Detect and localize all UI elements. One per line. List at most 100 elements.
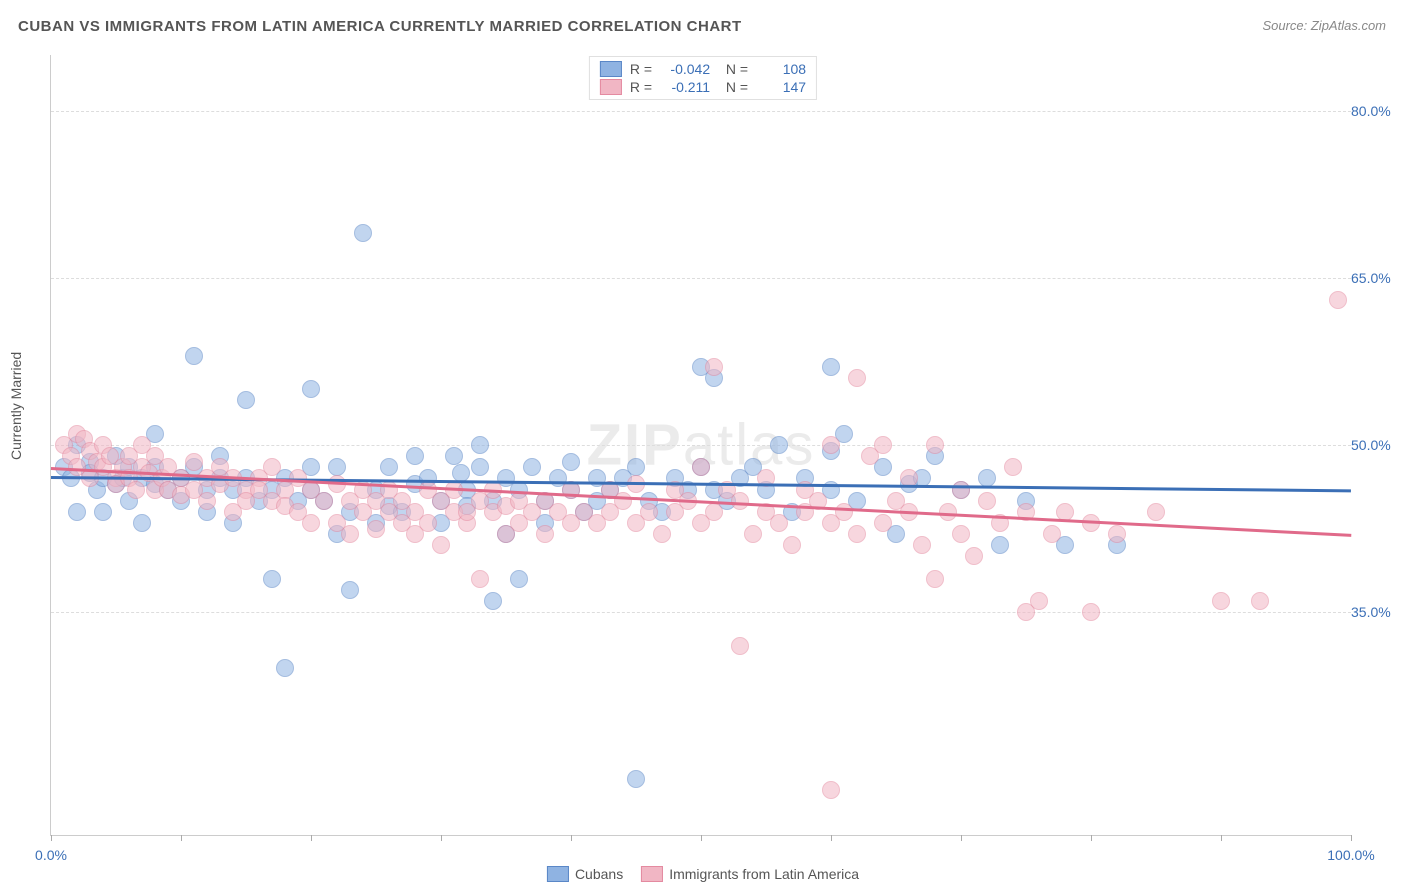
r-value-cubans: -0.042 <box>660 61 710 77</box>
plot-area: ZIPatlas 35.0%50.0%65.0%80.0%0.0%100.0% <box>50 55 1351 836</box>
gridline <box>51 278 1351 279</box>
data-point <box>848 525 866 543</box>
data-point <box>614 492 632 510</box>
y-tick-label: 50.0% <box>1351 437 1401 453</box>
data-point <box>315 492 333 510</box>
y-tick-label: 65.0% <box>1351 270 1401 286</box>
data-point <box>744 525 762 543</box>
data-point <box>1082 603 1100 621</box>
data-point <box>822 358 840 376</box>
data-point <box>419 514 437 532</box>
x-tick-label: 100.0% <box>1327 847 1374 863</box>
data-point <box>692 458 710 476</box>
n-label: N = <box>718 79 748 95</box>
n-value-latin: 147 <box>756 79 806 95</box>
data-point <box>354 224 372 242</box>
data-point <box>302 514 320 532</box>
x-tick <box>51 835 52 841</box>
y-axis-label: Currently Married <box>8 352 24 460</box>
swatch-latin-icon <box>641 866 663 882</box>
n-value-cubans: 108 <box>756 61 806 77</box>
data-point <box>471 458 489 476</box>
data-point <box>874 436 892 454</box>
x-tick <box>571 835 572 841</box>
x-tick <box>1221 835 1222 841</box>
data-point <box>1030 592 1048 610</box>
data-point <box>127 481 145 499</box>
data-point <box>1147 503 1165 521</box>
data-point <box>452 464 470 482</box>
data-point <box>185 453 203 471</box>
data-point <box>328 458 346 476</box>
data-point <box>445 447 463 465</box>
x-tick <box>1351 835 1352 841</box>
data-point <box>731 637 749 655</box>
data-point <box>406 447 424 465</box>
data-point <box>1212 592 1230 610</box>
data-point <box>1251 592 1269 610</box>
x-tick-label: 0.0% <box>35 847 67 863</box>
gridline <box>51 445 1351 446</box>
data-point <box>471 436 489 454</box>
r-label: R = <box>630 61 652 77</box>
swatch-cubans-icon <box>547 866 569 882</box>
data-point <box>1043 525 1061 543</box>
data-point <box>484 592 502 610</box>
r-value-latin: -0.211 <box>660 79 710 95</box>
data-point <box>263 570 281 588</box>
correlation-legend: R = -0.042 N = 108 R = -0.211 N = 147 <box>589 56 817 100</box>
data-point <box>133 514 151 532</box>
data-point <box>874 514 892 532</box>
data-point <box>783 536 801 554</box>
data-point <box>640 503 658 521</box>
data-point <box>705 358 723 376</box>
r-label: R = <box>630 79 652 95</box>
legend-label-latin: Immigrants from Latin America <box>669 866 859 882</box>
data-point <box>822 781 840 799</box>
x-tick <box>181 835 182 841</box>
data-point <box>432 536 450 554</box>
chart-title: CUBAN VS IMMIGRANTS FROM LATIN AMERICA C… <box>18 18 742 35</box>
data-point <box>627 770 645 788</box>
data-point <box>965 547 983 565</box>
data-point <box>978 492 996 510</box>
x-tick <box>961 835 962 841</box>
data-point <box>1329 291 1347 309</box>
data-point <box>822 436 840 454</box>
data-point <box>848 369 866 387</box>
x-tick <box>1091 835 1092 841</box>
chart-container: CUBAN VS IMMIGRANTS FROM LATIN AMERICA C… <box>0 0 1406 892</box>
gridline <box>51 612 1351 613</box>
source-label: Source: ZipAtlas.com <box>1262 18 1386 33</box>
data-point <box>536 525 554 543</box>
data-point <box>198 492 216 510</box>
data-point <box>94 503 112 521</box>
data-point <box>510 570 528 588</box>
swatch-latin <box>600 79 622 95</box>
data-point <box>731 492 749 510</box>
legend-row-cubans: R = -0.042 N = 108 <box>600 61 806 77</box>
data-point <box>341 525 359 543</box>
data-point <box>185 347 203 365</box>
data-point <box>705 503 723 521</box>
data-point <box>770 436 788 454</box>
swatch-cubans <box>600 61 622 77</box>
data-point <box>68 503 86 521</box>
data-point <box>523 458 541 476</box>
y-tick-label: 35.0% <box>1351 604 1401 620</box>
x-tick <box>441 835 442 841</box>
gridline <box>51 111 1351 112</box>
data-point <box>835 503 853 521</box>
data-point <box>926 436 944 454</box>
data-point <box>562 453 580 471</box>
data-point <box>991 536 1009 554</box>
data-point <box>263 458 281 476</box>
data-point <box>1108 525 1126 543</box>
series-legend: Cubans Immigrants from Latin America <box>547 866 859 882</box>
data-point <box>341 581 359 599</box>
data-point <box>913 536 931 554</box>
data-point <box>952 481 970 499</box>
data-point <box>367 520 385 538</box>
data-point <box>1004 458 1022 476</box>
y-tick-label: 80.0% <box>1351 103 1401 119</box>
